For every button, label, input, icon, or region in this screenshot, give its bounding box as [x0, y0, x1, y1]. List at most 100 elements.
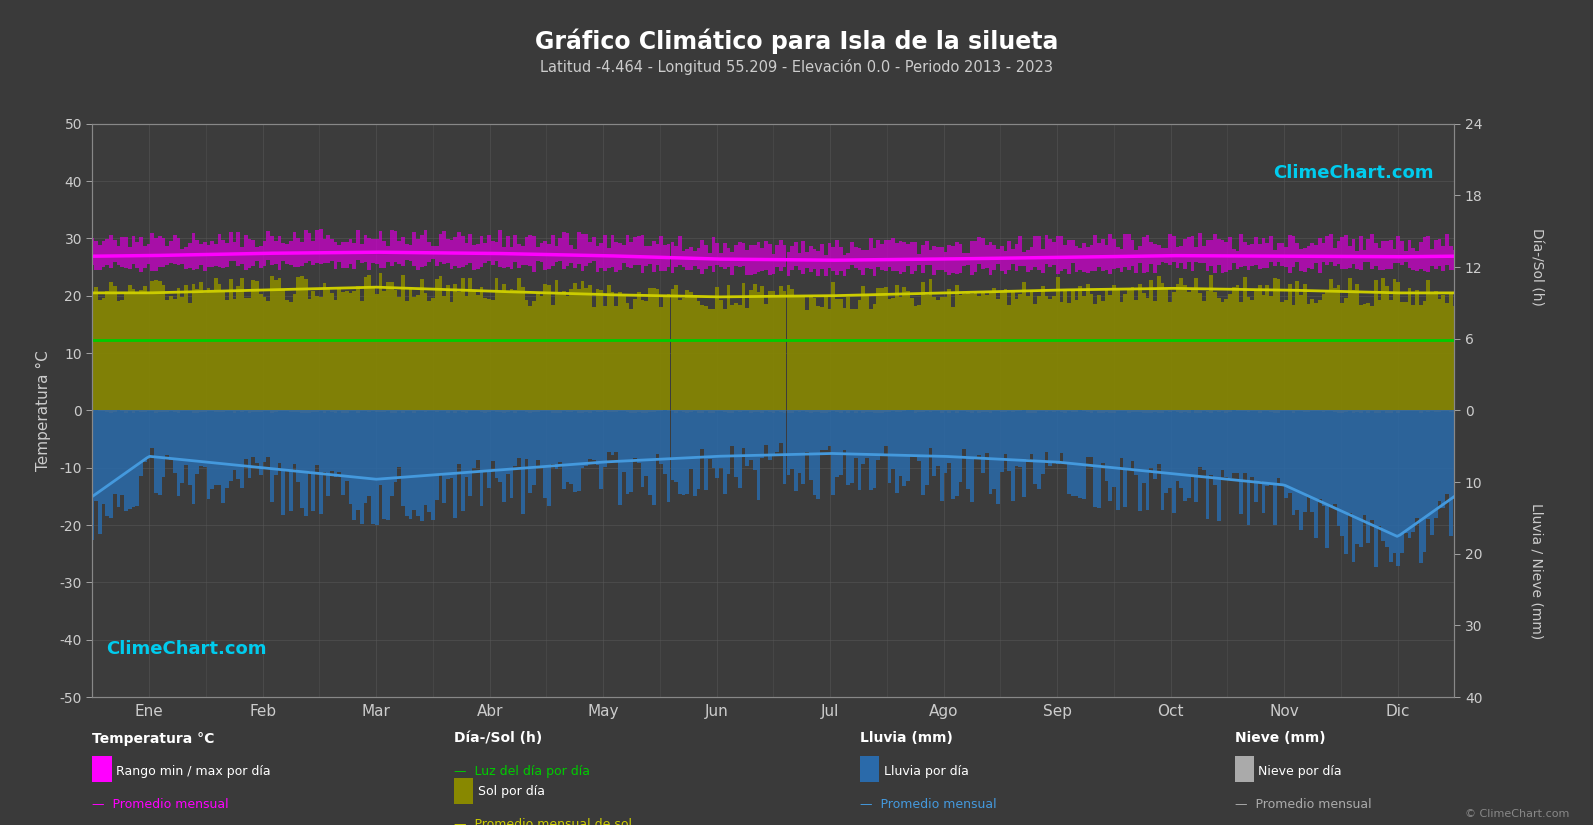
Bar	[495, 243, 499, 262]
Bar	[460, 278, 465, 411]
Bar	[1453, 411, 1456, 499]
Bar	[1423, 411, 1426, 552]
Bar	[1254, 289, 1258, 411]
Bar	[918, 304, 921, 411]
Bar	[1217, 239, 1220, 265]
Bar	[1101, 301, 1104, 411]
Bar	[446, 411, 449, 412]
Text: —  Promedio mensual de sol: — Promedio mensual de sol	[454, 818, 632, 825]
Bar	[793, 242, 798, 266]
Bar	[1098, 411, 1101, 508]
Bar	[835, 240, 840, 276]
Bar	[696, 248, 701, 269]
Bar	[906, 244, 910, 266]
Bar	[704, 411, 707, 490]
Bar	[671, 289, 674, 411]
Bar	[166, 299, 169, 411]
Bar	[846, 253, 851, 269]
Bar	[472, 411, 476, 412]
Bar	[804, 309, 809, 411]
Bar	[1356, 284, 1359, 411]
Bar	[1067, 240, 1070, 274]
Bar	[782, 245, 787, 267]
Bar	[191, 411, 196, 412]
Bar	[1287, 285, 1292, 411]
Text: Nieve (mm): Nieve (mm)	[1235, 732, 1325, 746]
Bar	[1265, 411, 1270, 486]
Bar	[690, 292, 693, 411]
Bar	[846, 411, 851, 413]
Bar	[449, 411, 454, 478]
Bar	[615, 242, 618, 272]
Bar	[524, 411, 529, 459]
Bar	[1198, 411, 1201, 467]
Bar	[1098, 295, 1101, 411]
Bar	[94, 241, 99, 270]
Bar	[147, 411, 150, 457]
Bar	[338, 411, 341, 473]
Bar	[174, 235, 177, 264]
Bar	[1281, 302, 1284, 411]
Bar	[585, 411, 588, 412]
Bar	[266, 411, 271, 457]
Bar	[487, 235, 491, 262]
Bar	[341, 242, 346, 267]
Bar	[233, 299, 236, 411]
Bar	[835, 411, 840, 477]
Bar	[1378, 299, 1381, 411]
Bar	[543, 241, 546, 270]
Bar	[1070, 289, 1075, 411]
Bar	[832, 281, 835, 411]
Bar	[996, 411, 1000, 504]
Bar	[782, 411, 787, 484]
Bar	[357, 411, 360, 510]
Bar	[1195, 248, 1198, 262]
Bar	[1168, 302, 1172, 411]
Bar	[424, 230, 427, 266]
Bar	[890, 299, 895, 411]
Bar	[438, 234, 443, 262]
Bar	[1419, 411, 1423, 563]
Bar	[1142, 411, 1145, 412]
Bar	[1239, 234, 1243, 266]
Bar	[1333, 248, 1337, 266]
Bar	[363, 411, 368, 503]
Bar	[1176, 285, 1179, 411]
Bar	[749, 290, 753, 411]
Bar	[1067, 411, 1070, 493]
Bar	[529, 235, 532, 266]
Bar	[615, 411, 618, 412]
Bar	[585, 289, 588, 411]
Bar	[610, 291, 615, 411]
Bar	[252, 411, 255, 412]
Bar	[180, 297, 185, 411]
Bar	[1262, 411, 1265, 412]
Bar	[690, 411, 693, 412]
Bar	[943, 252, 948, 272]
Bar	[873, 304, 876, 411]
Text: © ClimeChart.com: © ClimeChart.com	[1464, 808, 1569, 818]
Bar	[121, 411, 124, 495]
Bar	[828, 243, 832, 268]
Bar	[1015, 411, 1018, 466]
Bar	[196, 240, 199, 269]
Bar	[1270, 295, 1273, 411]
Bar	[432, 298, 435, 411]
Bar	[1381, 278, 1386, 411]
Bar	[1015, 244, 1018, 271]
Bar	[1317, 411, 1322, 499]
Text: Gráfico Climático para Isla de la silueta: Gráfico Climático para Isla de la siluet…	[535, 29, 1058, 54]
Bar	[970, 411, 973, 502]
Bar	[921, 282, 926, 411]
Bar	[502, 285, 507, 411]
Bar	[629, 411, 632, 493]
Bar	[693, 295, 696, 411]
Bar	[787, 411, 790, 412]
Bar	[558, 238, 562, 261]
Bar	[621, 245, 626, 262]
Bar	[840, 411, 843, 413]
Bar	[1098, 411, 1101, 413]
Bar	[1139, 411, 1142, 512]
Bar	[1225, 299, 1228, 411]
Bar	[225, 300, 229, 411]
